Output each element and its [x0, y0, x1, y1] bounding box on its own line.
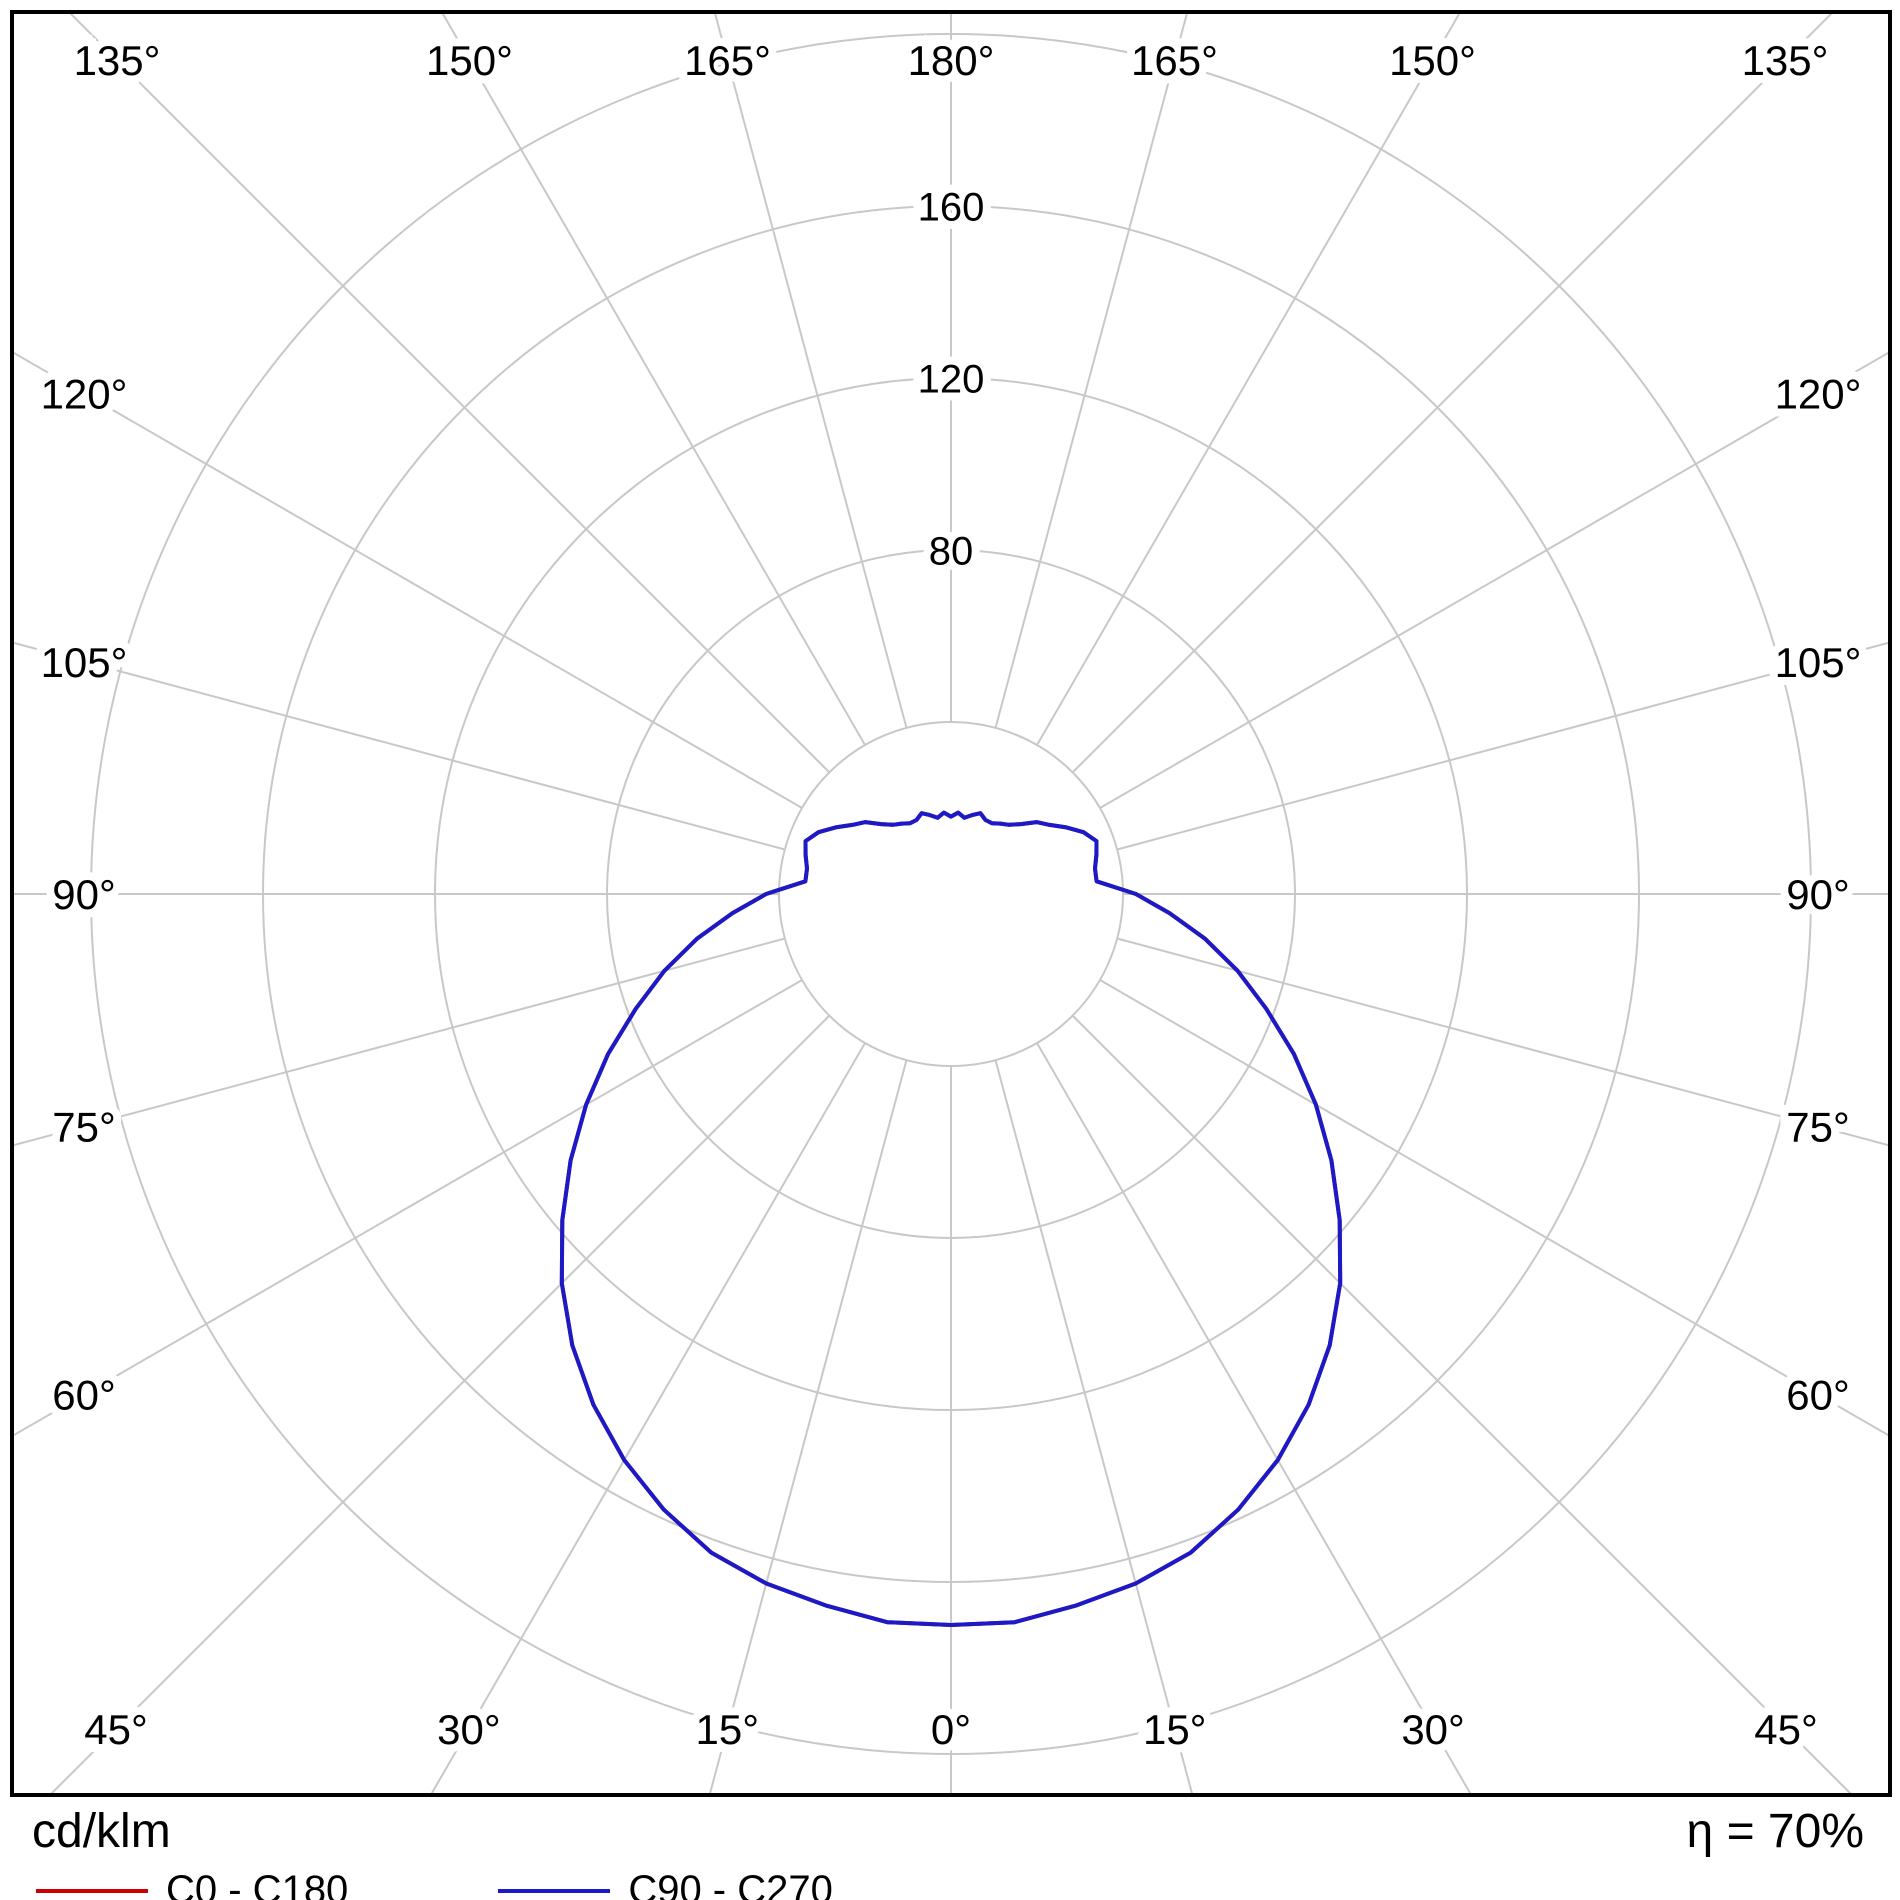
svg-text:0°: 0° [931, 1706, 971, 1753]
svg-text:80: 80 [929, 529, 974, 573]
svg-text:135°: 135° [1742, 37, 1829, 84]
svg-text:45°: 45° [84, 1706, 148, 1753]
polar-plot-area: 0° 15° 15° 30° 30° 45° 45° 60° 60° 75° 75° 90° 90° 10… [10, 10, 1892, 1797]
svg-text:30°: 30° [1401, 1706, 1465, 1753]
svg-text:150°: 150° [1389, 37, 1476, 84]
legend-item-c0-c180: C0 - C180 [36, 1868, 348, 1900]
svg-text:180°: 180° [908, 37, 995, 84]
svg-text:165°: 165° [684, 37, 771, 84]
svg-text:30°: 30° [437, 1706, 501, 1753]
svg-text:75°: 75° [52, 1103, 116, 1150]
svg-text:105°: 105° [41, 639, 128, 686]
svg-text:105°: 105° [1775, 639, 1862, 686]
efficiency-label: η = 70% [1686, 1805, 1864, 1858]
svg-text:45°: 45° [1754, 1706, 1818, 1753]
svg-text:165°: 165° [1131, 37, 1218, 84]
legend-label-c90-c270: C90 - C270 [628, 1868, 833, 1900]
legend-item-c90-c270: C90 - C270 [498, 1868, 833, 1900]
svg-text:120: 120 [918, 357, 985, 401]
legend-line-c0-c180 [36, 1888, 148, 1893]
polar-chart: 0° 15° 15° 30° 30° 45° 45° 60° 60° 75° 75° 90° 90° 10… [14, 14, 1888, 1793]
svg-text:135°: 135° [74, 37, 161, 84]
legend-label-c0-c180: C0 - C180 [166, 1868, 349, 1900]
unit-label: cd/klm [32, 1805, 171, 1858]
svg-text:75°: 75° [1786, 1103, 1850, 1150]
svg-text:160: 160 [918, 185, 985, 229]
svg-text:15°: 15° [696, 1706, 760, 1753]
svg-text:120°: 120° [1775, 371, 1862, 418]
legend-line-c90-c270 [498, 1888, 611, 1893]
legend: C0 - C180 C90 - C270 [36, 1868, 833, 1900]
footer: cd/klm η = 70% [32, 1804, 1868, 1858]
svg-text:15°: 15° [1143, 1706, 1207, 1753]
svg-text:150°: 150° [426, 37, 513, 84]
svg-text:120°: 120° [41, 371, 128, 418]
svg-text:60°: 60° [1786, 1372, 1850, 1419]
svg-text:60°: 60° [52, 1372, 116, 1419]
svg-text:90°: 90° [1786, 871, 1850, 918]
svg-text:90°: 90° [52, 871, 116, 918]
